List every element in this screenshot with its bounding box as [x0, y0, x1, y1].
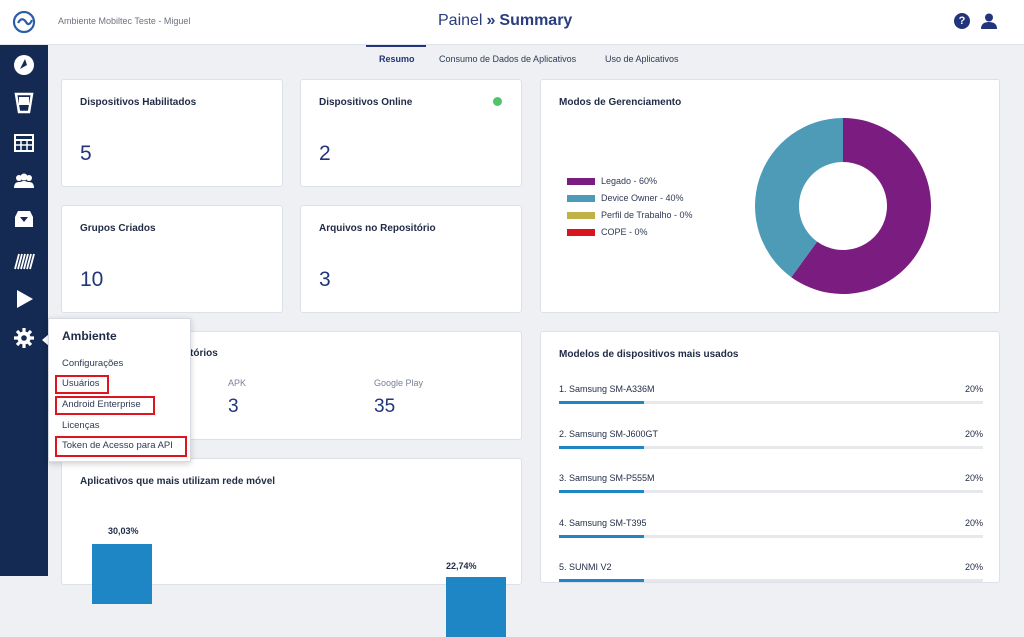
card-groups[interactable]: Grupos Criados 10: [61, 205, 283, 313]
data-label: 22,74%: [446, 561, 477, 571]
highlight-box-token-api: [55, 436, 187, 457]
page-title-separator: »: [486, 12, 496, 29]
device-icon[interactable]: [12, 91, 36, 115]
progress-track: [559, 401, 983, 404]
card-title: Modelos de dispositivos mais usados: [559, 349, 739, 360]
model-percent: 20%: [964, 473, 983, 483]
legend-swatch: [567, 229, 595, 236]
card-title: Modos de Gerenciamento: [559, 97, 682, 108]
legend-swatch: [567, 178, 595, 185]
menu-item-licencas[interactable]: Licenças: [62, 420, 100, 431]
menu-item-android-enterprise[interactable]: Android Enterprise: [62, 399, 141, 410]
progress-fill: [559, 579, 644, 582]
legend-swatch: [567, 212, 595, 219]
card-value: 3: [319, 268, 331, 291]
tab-resumo[interactable]: Resumo: [379, 54, 415, 64]
data-label: 30,03%: [108, 526, 139, 536]
donut-chart: [755, 118, 931, 294]
online-status-dot: [493, 97, 502, 106]
progress-track: [559, 445, 983, 449]
top-bar: Ambiente Mobiltec Teste - Miguel Painel»…: [0, 0, 1024, 45]
card-mobile-apps: Aplicativos que mais utilizam rede móvel…: [61, 458, 522, 637]
legend-label: Perfil de Trabalho - 0%: [601, 210, 693, 220]
table-icon[interactable]: [12, 131, 36, 155]
model-percent: 20%: [964, 517, 983, 528]
google-play-value: 35: [374, 396, 396, 417]
model-name: 2. Samsung SM-J600GT: [559, 428, 659, 439]
tab-bar: Resumo Consumo de Dados de Aplicativos U…: [48, 45, 1016, 73]
environment-name: Ambiente Mobiltec Teste - Miguel: [58, 16, 191, 26]
page-title: Painel» Summary: [438, 12, 572, 30]
table-row: 5. SUNMI V2 20%: [559, 562, 983, 592]
card-value: 2: [319, 142, 331, 165]
progress-fill: [559, 445, 644, 449]
donut-slice[interactable]: [791, 118, 931, 294]
chart-bar[interactable]: [92, 544, 152, 604]
apk-label: APK: [228, 378, 247, 388]
gear-icon[interactable]: [12, 326, 36, 350]
tab-uso-aplicativos[interactable]: Uso de Aplicativos: [605, 54, 679, 64]
progress-track: [559, 534, 983, 538]
card-title: Dispositivos Habilitados: [80, 97, 197, 108]
sidebar: [0, 45, 48, 576]
card-value: 5: [80, 142, 92, 165]
user-icon[interactable]: [980, 12, 998, 30]
help-icon[interactable]: ?: [954, 13, 970, 29]
donut-slice[interactable]: [755, 118, 843, 278]
card-devices-online[interactable]: Dispositivos Online 2: [300, 79, 522, 187]
legend-label: COPE - 0%: [601, 227, 648, 237]
progress-track: [559, 579, 983, 582]
card-title: Arquivos no Repositório: [319, 223, 436, 234]
ambiente-menu: Ambiente Configurações Usuários Android …: [48, 318, 191, 462]
progress-fill: [559, 534, 644, 538]
card-title: Grupos Criados: [80, 223, 156, 234]
play-store-icon[interactable]: [12, 287, 36, 311]
legend-label: Device Owner - 40%: [601, 193, 684, 203]
card-management-modes: Modos de Gerenciamento Legado - 60% Devi…: [540, 79, 1000, 313]
card-devices-enabled[interactable]: Dispositivos Habilitados 5: [61, 79, 283, 187]
table-row: 1. Samsung SM-A336M 20%: [559, 384, 983, 414]
apk-value: 3: [228, 396, 239, 417]
page-title-sub: Summary: [499, 12, 573, 29]
dashboard-icon[interactable]: [12, 53, 36, 77]
active-tab-indicator: [366, 45, 426, 47]
menu-item-token-api[interactable]: Token de Acesso para API: [62, 440, 173, 451]
table-row: 4. Samsung SM-T395 20%: [559, 518, 983, 548]
users-icon[interactable]: [12, 169, 36, 193]
model-percent: 20%: [964, 384, 983, 394]
barcode-icon[interactable]: [12, 249, 36, 273]
table-row: 2. Samsung SM-J600GT 20%: [559, 429, 983, 459]
legend-label: Legado - 60%: [601, 176, 658, 186]
page-title-main: Painel: [438, 12, 483, 29]
model-name: 1. Samsung SM-A336M: [559, 384, 655, 394]
dropdown-caret: [42, 334, 49, 346]
menu-item-configuracoes[interactable]: Configurações: [62, 358, 124, 369]
google-play-label: Google Play: [374, 378, 424, 388]
model-percent: 20%: [964, 562, 983, 572]
highlight-box-usuarios: [55, 375, 109, 394]
tab-consumo-dados[interactable]: Consumo de Dados de Aplicativos: [439, 54, 577, 64]
card-title: tórios: [190, 348, 218, 359]
progress-fill: [559, 490, 644, 493]
menu-title: Ambiente: [62, 329, 117, 343]
menu-item-usuarios[interactable]: Usuários: [62, 378, 100, 389]
table-row: 3. Samsung SM-P555M 20%: [559, 473, 983, 503]
card-title: Dispositivos Online: [319, 97, 413, 108]
repository-icon[interactable]: [12, 207, 36, 231]
card-title: Aplicativos que mais utilizam rede móvel: [80, 476, 276, 487]
model-percent: 20%: [964, 428, 983, 439]
progress-fill: [559, 401, 644, 404]
progress-track: [559, 490, 983, 493]
legend-swatch: [567, 195, 595, 202]
highlight-box-android-enterprise: [55, 396, 155, 415]
logo-icon[interactable]: [11, 10, 37, 34]
card-repo-files[interactable]: Arquivos no Repositório 3: [300, 205, 522, 313]
model-name: 5. SUNMI V2: [559, 562, 612, 572]
model-name: 4. Samsung SM-T395: [559, 517, 647, 528]
card-value: 10: [80, 268, 104, 291]
chart-bar[interactable]: [446, 577, 506, 637]
card-device-models: Modelos de dispositivos mais usados 1. S…: [540, 331, 1000, 583]
model-name: 3. Samsung SM-P555M: [559, 473, 655, 483]
